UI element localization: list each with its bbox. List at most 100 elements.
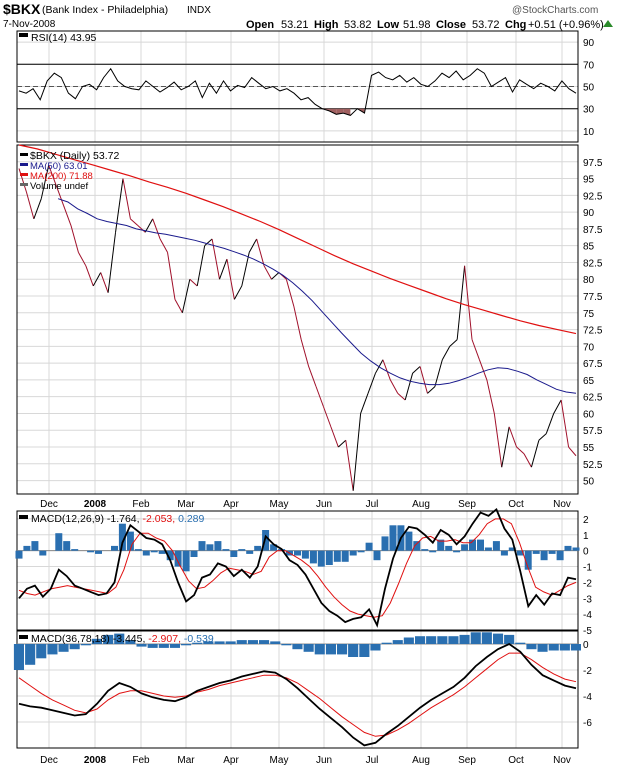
macd-slow-histogram-bar <box>337 644 348 655</box>
macd-slow-histogram-bar <box>236 640 247 644</box>
price-segment <box>107 232 117 293</box>
price-segment <box>434 359 443 387</box>
macd-fast-histogram-bar <box>222 549 230 551</box>
macd-slow-histogram-bar <box>392 640 403 644</box>
macd-fast-histogram-bar <box>270 544 278 551</box>
macd-slow-legend-label: MACD(36,78,18) -3.445, -2.907, -0.539 <box>31 633 214 645</box>
legend-price-swatch <box>20 153 28 156</box>
exchange: INDX <box>187 5 211 16</box>
price-segment <box>70 225 79 253</box>
y-tick-label: 62.5 <box>583 393 603 404</box>
macd-slow-histogram-bar <box>281 644 292 646</box>
macd-fast-histogram-bar <box>198 541 206 551</box>
macd-slow-legend: MACD(36,78,18) -3.445, -2.907, -0.539 <box>19 633 214 645</box>
macd-slow-histogram-bar <box>91 638 102 644</box>
macd-fast-histogram-bar <box>508 547 516 551</box>
macd-fast-histogram-bar <box>572 547 580 551</box>
month-axis-bottom: Dec 2008 Feb Mar Apr May Jun Jul Aug Sep Oct Nov <box>40 755 571 766</box>
macd-fast-histogram-bar <box>540 550 548 561</box>
macd-fast-histogram-bar <box>63 541 71 551</box>
month-label: Nov <box>553 755 571 766</box>
macd-fast-macd-line <box>18 507 577 628</box>
macd-fast-histogram-bar <box>166 550 174 561</box>
macd-fast-histogram-bar <box>389 525 397 551</box>
macd-slow-histogram-bar <box>47 644 58 655</box>
macd-fast-histogram-bar <box>445 545 453 551</box>
price-segment <box>338 439 347 448</box>
month-label: Feb <box>132 499 150 510</box>
price-panel: 50 52.5 55 57.5 60 62.5 65 67.5 70 72.5 75 77.5 80 82… <box>16 144 603 495</box>
y-tick-label: 65 <box>583 376 595 387</box>
macd-slow-histogram-bar <box>169 644 180 648</box>
price-segment <box>271 272 280 280</box>
price-segment <box>293 305 302 340</box>
macd-fast-histogram-bar <box>95 550 102 554</box>
macd-slow-histogram-bar <box>348 644 359 657</box>
ma50-line <box>57 198 577 394</box>
macd-fast-histogram-bar <box>532 550 540 554</box>
macd-fast-histogram-bar <box>453 550 461 553</box>
macd-fast-histogram-bar <box>246 550 254 554</box>
price-segment <box>412 366 421 374</box>
month-label: Aug <box>412 755 430 766</box>
price-segment <box>389 379 399 394</box>
price-segment <box>256 238 265 266</box>
month-label: Jun <box>316 755 332 766</box>
rsi-legend-label: RSI(14) 43.95 <box>31 32 97 44</box>
macd-fast-histogram-bar <box>341 550 349 562</box>
index-name: (Bank Index - Philadelphia) <box>42 4 168 16</box>
brand-logo: @StockCharts.com <box>512 5 598 16</box>
month-label: 2008 <box>84 755 107 766</box>
macd-fast-histogram-bar <box>174 550 182 567</box>
macd-fast-histogram-bar <box>357 550 365 553</box>
close-label: Close <box>436 19 466 31</box>
macd-fast-histogram-bar <box>492 541 500 551</box>
price-segment <box>404 373 414 401</box>
macd-slow-histogram-bar <box>526 644 537 650</box>
macd-slow-histogram-bar <box>158 644 169 648</box>
symbol: $BKX <box>3 1 41 17</box>
y-tick-label: 72.5 <box>583 326 603 337</box>
macd-slow-histogram-bar <box>437 636 448 644</box>
macd-slow-histogram-bar <box>203 641 214 644</box>
macd-fast-histogram-bar <box>437 539 445 551</box>
y-tick-label: -1 <box>583 563 592 574</box>
month-label: Feb <box>132 755 150 766</box>
price-segment <box>226 259 235 300</box>
macd-slow-histogram-bar <box>36 644 47 659</box>
month-axis-top: Dec 2008 Feb Mar Apr May Jun Jul Aug Sep Oct Nov <box>40 499 571 510</box>
rsi-panel: 10 30 50 70 90 RSI(14) 43.95 <box>16 30 595 143</box>
price-segment <box>456 265 466 340</box>
chg-label: Chg <box>505 19 526 31</box>
macd-fast-histogram-bar <box>230 550 238 557</box>
month-label: 2008 <box>84 499 107 510</box>
legend-volume: Volume undef <box>30 181 88 192</box>
price-segment <box>345 440 354 491</box>
macd-slow-histogram-bar <box>325 644 336 655</box>
macd-fast-histogram-bar <box>294 550 301 556</box>
month-label: Apr <box>223 499 239 510</box>
price-segment <box>382 359 391 381</box>
price-segment <box>545 413 555 434</box>
low-label: Low <box>377 19 399 31</box>
y-tick-label: 70 <box>583 342 595 353</box>
price-segment <box>419 366 428 394</box>
price-segment <box>493 413 503 468</box>
price-segment <box>478 359 488 381</box>
month-label: Sep <box>458 499 476 510</box>
price-segment <box>18 168 27 193</box>
price-segment <box>174 299 183 314</box>
y-tick-label: 0 <box>583 547 589 558</box>
macd-slow-histogram-bar <box>481 632 492 644</box>
macd-slow-histogram-bar <box>314 644 325 655</box>
price-segment <box>300 339 310 367</box>
macd-slow-histogram-bar <box>69 644 80 650</box>
month-label: Apr <box>223 755 239 766</box>
price-segment <box>25 191 35 219</box>
macd-fast-histogram-bar <box>556 550 564 561</box>
legend-ma200-swatch <box>20 173 28 176</box>
macd-fast-histogram-bar <box>349 550 357 556</box>
macd-fast-histogram-bar <box>333 550 341 562</box>
y-tick-label: -4 <box>583 692 592 703</box>
rsi-legend: RSI(14) 43.95 <box>19 32 97 44</box>
